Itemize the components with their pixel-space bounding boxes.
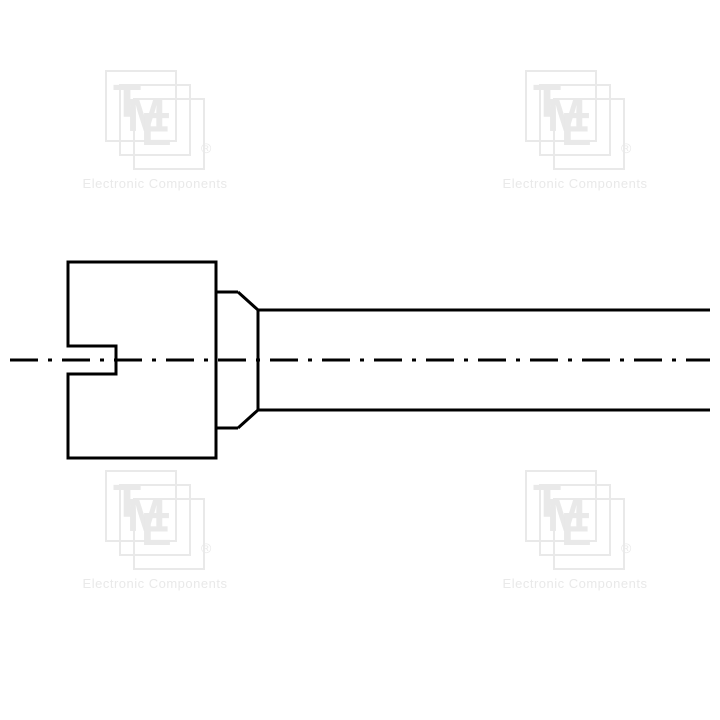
screw-diagram [0,0,720,720]
stage: TME®Electronic ComponentsTME®Electronic … [0,0,720,720]
